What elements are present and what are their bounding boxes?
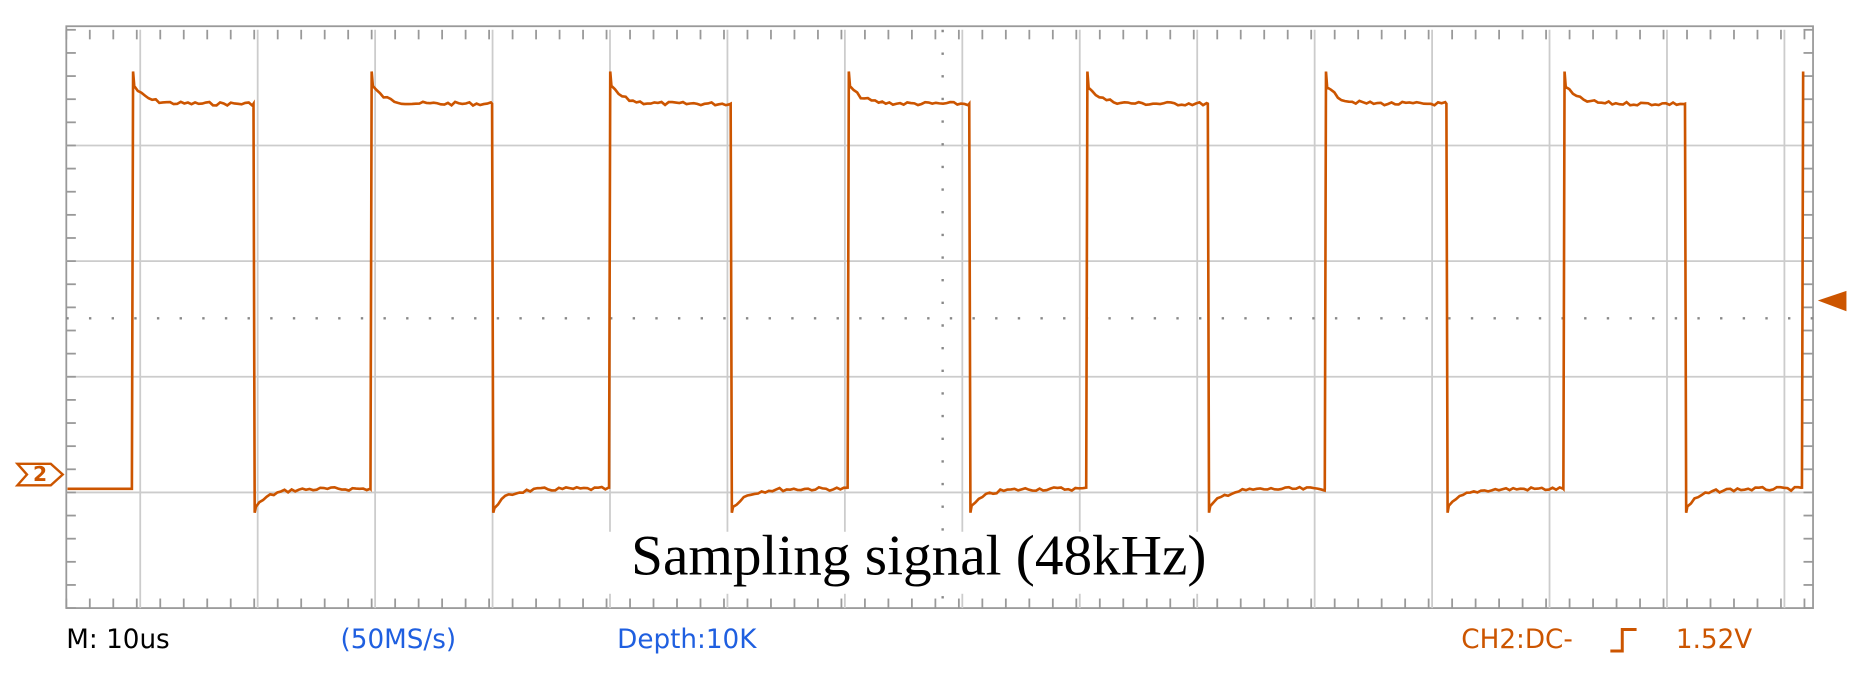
caption-background (602, 531, 1235, 594)
trigger-level: 1.52V (1676, 625, 1752, 655)
memory-depth: Depth:10K (617, 625, 757, 655)
trigger-level-marker (1817, 290, 1847, 312)
caption: Sampling signal (48kHz) (631, 525, 1206, 588)
channel-marker-label: 2 (33, 462, 47, 486)
waveform-trace (67, 71, 1805, 514)
trigger-channel: CH2:DC- (1461, 625, 1572, 655)
trigger-edge-icon (1610, 628, 1637, 653)
channel-marker-shape (14, 462, 65, 487)
sample-rate: (50MS/s) (341, 625, 457, 655)
channel-marker: 2 (14, 462, 65, 487)
timebase: M: 10us (66, 625, 169, 655)
graticule (65, 25, 1814, 609)
